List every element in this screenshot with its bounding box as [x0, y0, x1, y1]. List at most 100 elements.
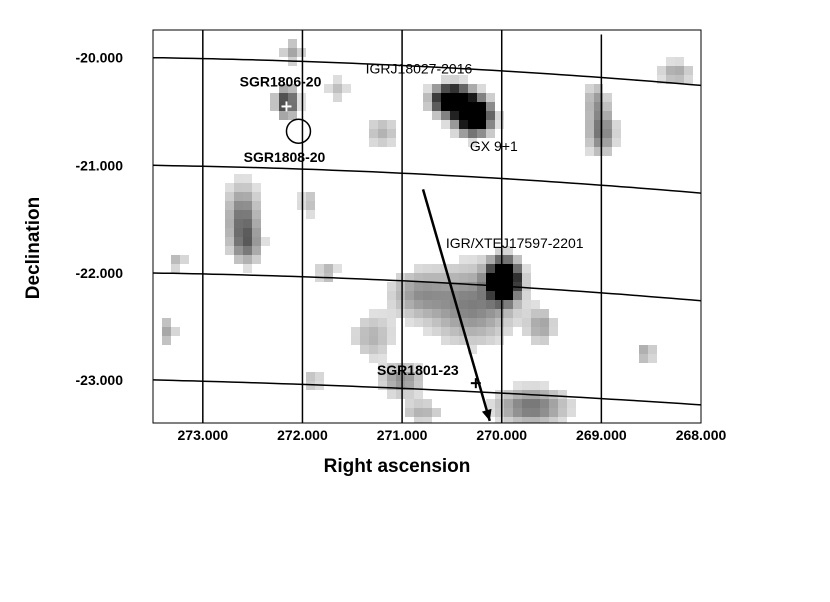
heatmap-cell [450, 129, 459, 138]
heatmap-cell [414, 318, 423, 327]
heatmap-cell [171, 264, 180, 273]
heatmap-cell [477, 291, 486, 300]
heatmap-cell [684, 75, 693, 84]
heatmap-cell [297, 93, 306, 102]
heatmap-cell [297, 48, 306, 57]
heatmap-cell [603, 138, 612, 147]
heatmap-cell [234, 255, 243, 264]
heatmap-cell [243, 237, 252, 246]
heatmap-cell [261, 237, 270, 246]
heatmap-cell [495, 246, 504, 255]
heatmap-cell [441, 273, 450, 282]
heatmap-cell [243, 174, 252, 183]
x-axis-title: Right ascension [324, 456, 471, 477]
heatmap-cell [486, 291, 495, 300]
heatmap-cell [297, 192, 306, 201]
heatmap-cell [522, 282, 531, 291]
heatmap-cell [666, 57, 675, 66]
heatmap-cell [477, 111, 486, 120]
heatmap-cell [459, 129, 468, 138]
heatmap-cell [675, 57, 684, 66]
heatmap-cell [468, 327, 477, 336]
heatmap-cell [450, 120, 459, 129]
heatmap-cell [414, 291, 423, 300]
heatmap-cell [486, 102, 495, 111]
heatmap-cell [513, 255, 522, 264]
heatmap-cell [612, 120, 621, 129]
heatmap-cell [522, 300, 531, 309]
heatmap-cell [495, 417, 504, 423]
heatmap-cell [495, 120, 504, 129]
heatmap-cell [387, 282, 396, 291]
heatmap-cell [279, 111, 288, 120]
heatmap-cell [378, 345, 387, 354]
heatmap-cell [414, 363, 423, 372]
heatmap-cell [315, 264, 324, 273]
heatmap-cell [612, 129, 621, 138]
heatmap-cell [423, 282, 432, 291]
heatmap-cell [378, 372, 387, 381]
heatmap-cell [450, 93, 459, 102]
heatmap-cell [657, 66, 666, 75]
heatmap-cell [360, 327, 369, 336]
heatmap-cell [513, 408, 522, 417]
heatmap-cell [252, 192, 261, 201]
heatmap-cell [531, 408, 540, 417]
heatmap-cell [531, 309, 540, 318]
heatmap-cell [522, 318, 531, 327]
heatmap-cell [459, 111, 468, 120]
heatmap-cell [423, 264, 432, 273]
heatmap-cell [468, 291, 477, 300]
heatmap-cell [387, 120, 396, 129]
heatmap-cell [648, 345, 657, 354]
heatmap-cell [522, 264, 531, 273]
heatmap-cell [387, 138, 396, 147]
heatmap-cell [504, 300, 513, 309]
heatmap-cell [441, 120, 450, 129]
heatmap-cell [486, 120, 495, 129]
heatmap-cell [243, 255, 252, 264]
heatmap-cell [522, 273, 531, 282]
y-tick-label: -20.000 [76, 50, 124, 66]
heatmap-cell [603, 93, 612, 102]
heatmap-cell [405, 381, 414, 390]
heatmap-cell [234, 201, 243, 210]
heatmap-cell [486, 327, 495, 336]
y-tick-label: -22.000 [76, 265, 124, 281]
dec-grid-line [153, 56, 701, 87]
heatmap-cell [585, 84, 594, 93]
heatmap-cell [468, 300, 477, 309]
heatmap-cell [495, 336, 504, 345]
heatmap-cell [468, 93, 477, 102]
heatmap-cell [513, 291, 522, 300]
heatmap-cell [486, 93, 495, 102]
heatmap-cell [423, 102, 432, 111]
heatmap-cell [396, 291, 405, 300]
heatmap-cell [594, 93, 603, 102]
heatmap-cell [477, 327, 486, 336]
heatmap-cell [450, 102, 459, 111]
heatmap-cell [387, 129, 396, 138]
heatmap-cell [405, 273, 414, 282]
heatmap-cell [522, 417, 531, 423]
heatmap-cell [477, 282, 486, 291]
heatmap-cell [459, 93, 468, 102]
heatmap-cell [162, 318, 171, 327]
heatmap-cell [414, 309, 423, 318]
heatmap-cell [585, 138, 594, 147]
heatmap-cell [441, 102, 450, 111]
heatmap-cell [414, 273, 423, 282]
heatmap-cell [540, 408, 549, 417]
heatmap-cell [234, 219, 243, 228]
heatmap-cell [468, 282, 477, 291]
heatmap-cell [396, 363, 405, 372]
heatmap-cell [639, 354, 648, 363]
heatmap-cell [540, 309, 549, 318]
heatmap-cell [288, 102, 297, 111]
heatmap-cell [504, 264, 513, 273]
heatmap-cell [495, 273, 504, 282]
heatmap-cell [540, 417, 549, 423]
heatmap-cell [594, 84, 603, 93]
heatmap-cell [234, 228, 243, 237]
heatmap-cell [468, 309, 477, 318]
